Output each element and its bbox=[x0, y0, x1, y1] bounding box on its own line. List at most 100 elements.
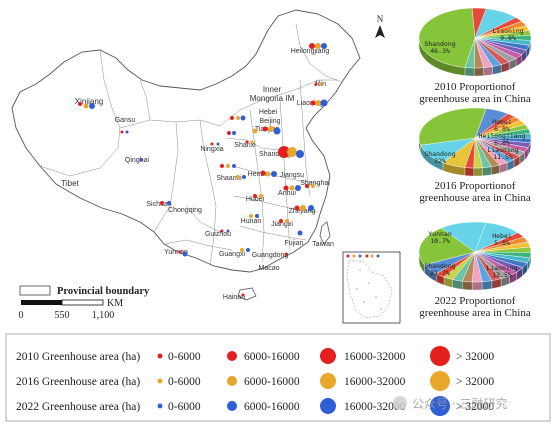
pie-slice bbox=[418, 7, 476, 68]
area-circle bbox=[315, 43, 321, 49]
legend-circle bbox=[320, 348, 336, 364]
province-label: Tibet bbox=[61, 179, 79, 188]
area-circle bbox=[321, 43, 327, 49]
area-circle bbox=[139, 158, 143, 162]
area-circle bbox=[352, 254, 356, 258]
area-circle bbox=[273, 127, 281, 135]
legend-circle bbox=[157, 378, 163, 384]
taiwan-island bbox=[319, 221, 331, 245]
pie-slice-label: Yunnan 10.7% bbox=[428, 230, 452, 245]
area-circle bbox=[259, 194, 263, 198]
legend-circle bbox=[430, 371, 450, 391]
hainan-island bbox=[237, 287, 257, 301]
province-label: Guizhou bbox=[205, 231, 231, 238]
pie-slice-label: Shandong 32% bbox=[424, 150, 455, 165]
area-circle bbox=[283, 185, 289, 191]
pie-slice-side bbox=[474, 67, 484, 77]
legend-class-label: > 32000 bbox=[456, 351, 494, 363]
pie-chart-3: Yunnan 10.7% Hebei 5.8% Shandong 21.7% Liaonin… bbox=[418, 221, 532, 319]
province-label: Beijing bbox=[259, 118, 280, 125]
legend-class-label: 6000-16000 bbox=[244, 351, 300, 363]
area-circle bbox=[252, 128, 258, 134]
area-circle bbox=[271, 171, 277, 177]
area-circle bbox=[346, 254, 350, 258]
area-circle bbox=[309, 43, 315, 49]
province-label: Jiangsu bbox=[280, 172, 304, 179]
legend-circle bbox=[430, 346, 450, 366]
area-circle bbox=[320, 99, 328, 107]
area-circle bbox=[265, 171, 271, 177]
area-circle bbox=[245, 140, 249, 144]
pie-slice-side bbox=[462, 281, 473, 291]
area-circle bbox=[294, 205, 300, 211]
province-label: Ningxia bbox=[200, 146, 223, 153]
area-circle bbox=[230, 116, 234, 120]
pie-slice-side bbox=[464, 67, 475, 77]
pie-caption: 2022 Proportionof bbox=[435, 295, 516, 307]
pie-slice-side bbox=[471, 281, 483, 291]
scale-tick: 0 bbox=[19, 310, 24, 321]
legend-row: 2016 Greenhouse area (ha) 0-6000 6000-1600… bbox=[16, 371, 494, 391]
area-circle bbox=[89, 103, 95, 109]
area-circle bbox=[315, 100, 321, 106]
province-label: Jiangxi bbox=[271, 221, 293, 228]
province-label: Hainan bbox=[223, 294, 245, 301]
legend-circle bbox=[227, 376, 237, 386]
area-circle bbox=[232, 164, 236, 168]
area-circle bbox=[365, 254, 369, 258]
province-label: Inner Mongoria IM bbox=[250, 85, 295, 103]
province-label: Guangxi bbox=[219, 251, 246, 258]
province-label: Guangdong bbox=[252, 252, 289, 259]
province-label: Macao bbox=[258, 265, 279, 272]
province-label: Heilongjiang bbox=[291, 48, 330, 55]
area-circle bbox=[167, 201, 171, 205]
area-circle bbox=[240, 248, 244, 252]
area-circle bbox=[253, 194, 257, 198]
scale-tick: 1,100 bbox=[92, 310, 115, 321]
scale-bar-white bbox=[61, 299, 104, 306]
legend-circle bbox=[227, 351, 237, 361]
area-circle bbox=[370, 254, 374, 258]
area-circle bbox=[236, 116, 240, 120]
watermark-text: 公众号 · 三融研究 bbox=[412, 396, 507, 411]
province-label: Shanxi bbox=[234, 142, 256, 149]
area-circle bbox=[305, 184, 309, 188]
province-label: Hubei bbox=[246, 196, 265, 203]
legend-row: 2010 Greenhouse area (ha) 0-6000 6000-1600… bbox=[16, 346, 494, 366]
north-label: N bbox=[377, 14, 384, 24]
greenhouse-area-circles bbox=[78, 43, 380, 297]
pie-caption: greenhouse area in China bbox=[419, 93, 531, 105]
pie-slice-label: Liaoning 9.8% bbox=[492, 27, 523, 42]
area-circle bbox=[279, 219, 283, 223]
china-map bbox=[11, 9, 401, 324]
scale-bar-black bbox=[21, 300, 62, 305]
pie-chart-1: Liaoning 9.8% Shandong 46.3% 2010 Proportion… bbox=[418, 7, 532, 105]
area-circle bbox=[278, 146, 290, 158]
province-label: Sichuan bbox=[146, 201, 171, 208]
legend-row-title: 2022 Greenhouse area (ha) bbox=[16, 401, 140, 413]
legend-row-title: 2010 Greenhouse area (ha) bbox=[16, 351, 140, 363]
pie-slice-side bbox=[473, 167, 483, 177]
area-circle bbox=[260, 170, 266, 176]
area-circle bbox=[268, 126, 274, 132]
area-circle bbox=[83, 103, 89, 109]
area-circle bbox=[240, 115, 246, 121]
greenhouse-area-legend: 2010 Greenhouse area (ha) 0-6000 6000-1600… bbox=[5, 333, 551, 422]
area-circle bbox=[358, 254, 362, 258]
legend-class-label: 6000-16000 bbox=[244, 376, 300, 388]
pie-slice-side bbox=[481, 280, 492, 290]
area-circle bbox=[227, 131, 231, 135]
legend-circle bbox=[157, 353, 163, 359]
area-circle bbox=[250, 140, 254, 144]
legend-circle bbox=[320, 398, 336, 414]
pie-slice-label: Hebei 5.8% bbox=[492, 232, 512, 247]
area-circle bbox=[284, 252, 288, 256]
province-label: Liaoning bbox=[297, 100, 324, 107]
proportion-pies: Liaoning 9.8% Shandong 46.3% 2010 Proportion… bbox=[418, 7, 532, 319]
area-circle bbox=[295, 185, 301, 191]
boundary-swatch bbox=[19, 285, 51, 296]
legend-class-label: 0-6000 bbox=[168, 401, 201, 413]
pie-slice bbox=[471, 7, 487, 39]
province-label: Fujian bbox=[284, 240, 303, 247]
